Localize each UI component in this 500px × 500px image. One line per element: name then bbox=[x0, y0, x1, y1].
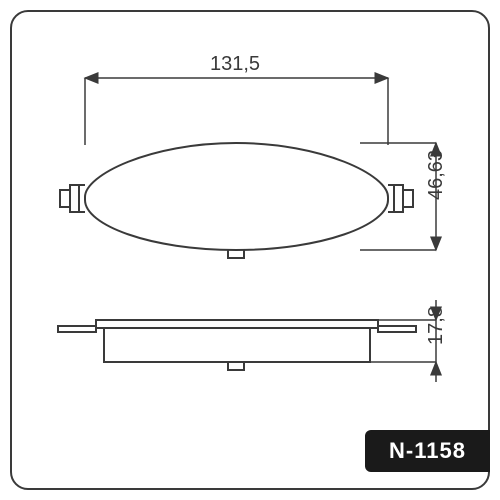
dim-thick-value: 17,8 bbox=[425, 306, 447, 345]
right-nub bbox=[403, 190, 413, 207]
part-number-label: N-1158 bbox=[365, 430, 490, 472]
right-slot bbox=[388, 185, 403, 212]
pin-right bbox=[378, 326, 416, 332]
top-view bbox=[60, 143, 413, 258]
pad-outline bbox=[85, 143, 388, 250]
dimension-thickness: 17,8 bbox=[370, 300, 447, 382]
left-nub bbox=[60, 190, 70, 207]
dimension-width: 131,5 bbox=[85, 53, 388, 145]
dim-height-value: 46,63 bbox=[425, 150, 447, 200]
left-slot bbox=[70, 185, 85, 212]
side-notch bbox=[228, 362, 244, 370]
pad-bottom-notch bbox=[228, 250, 244, 258]
side-view bbox=[58, 320, 416, 370]
pin-left bbox=[58, 326, 96, 332]
plate-outline bbox=[96, 320, 378, 362]
dim-width-value: 131,5 bbox=[210, 53, 260, 75]
technical-drawing: 131,5 46,63 17,8 bbox=[0, 0, 500, 500]
